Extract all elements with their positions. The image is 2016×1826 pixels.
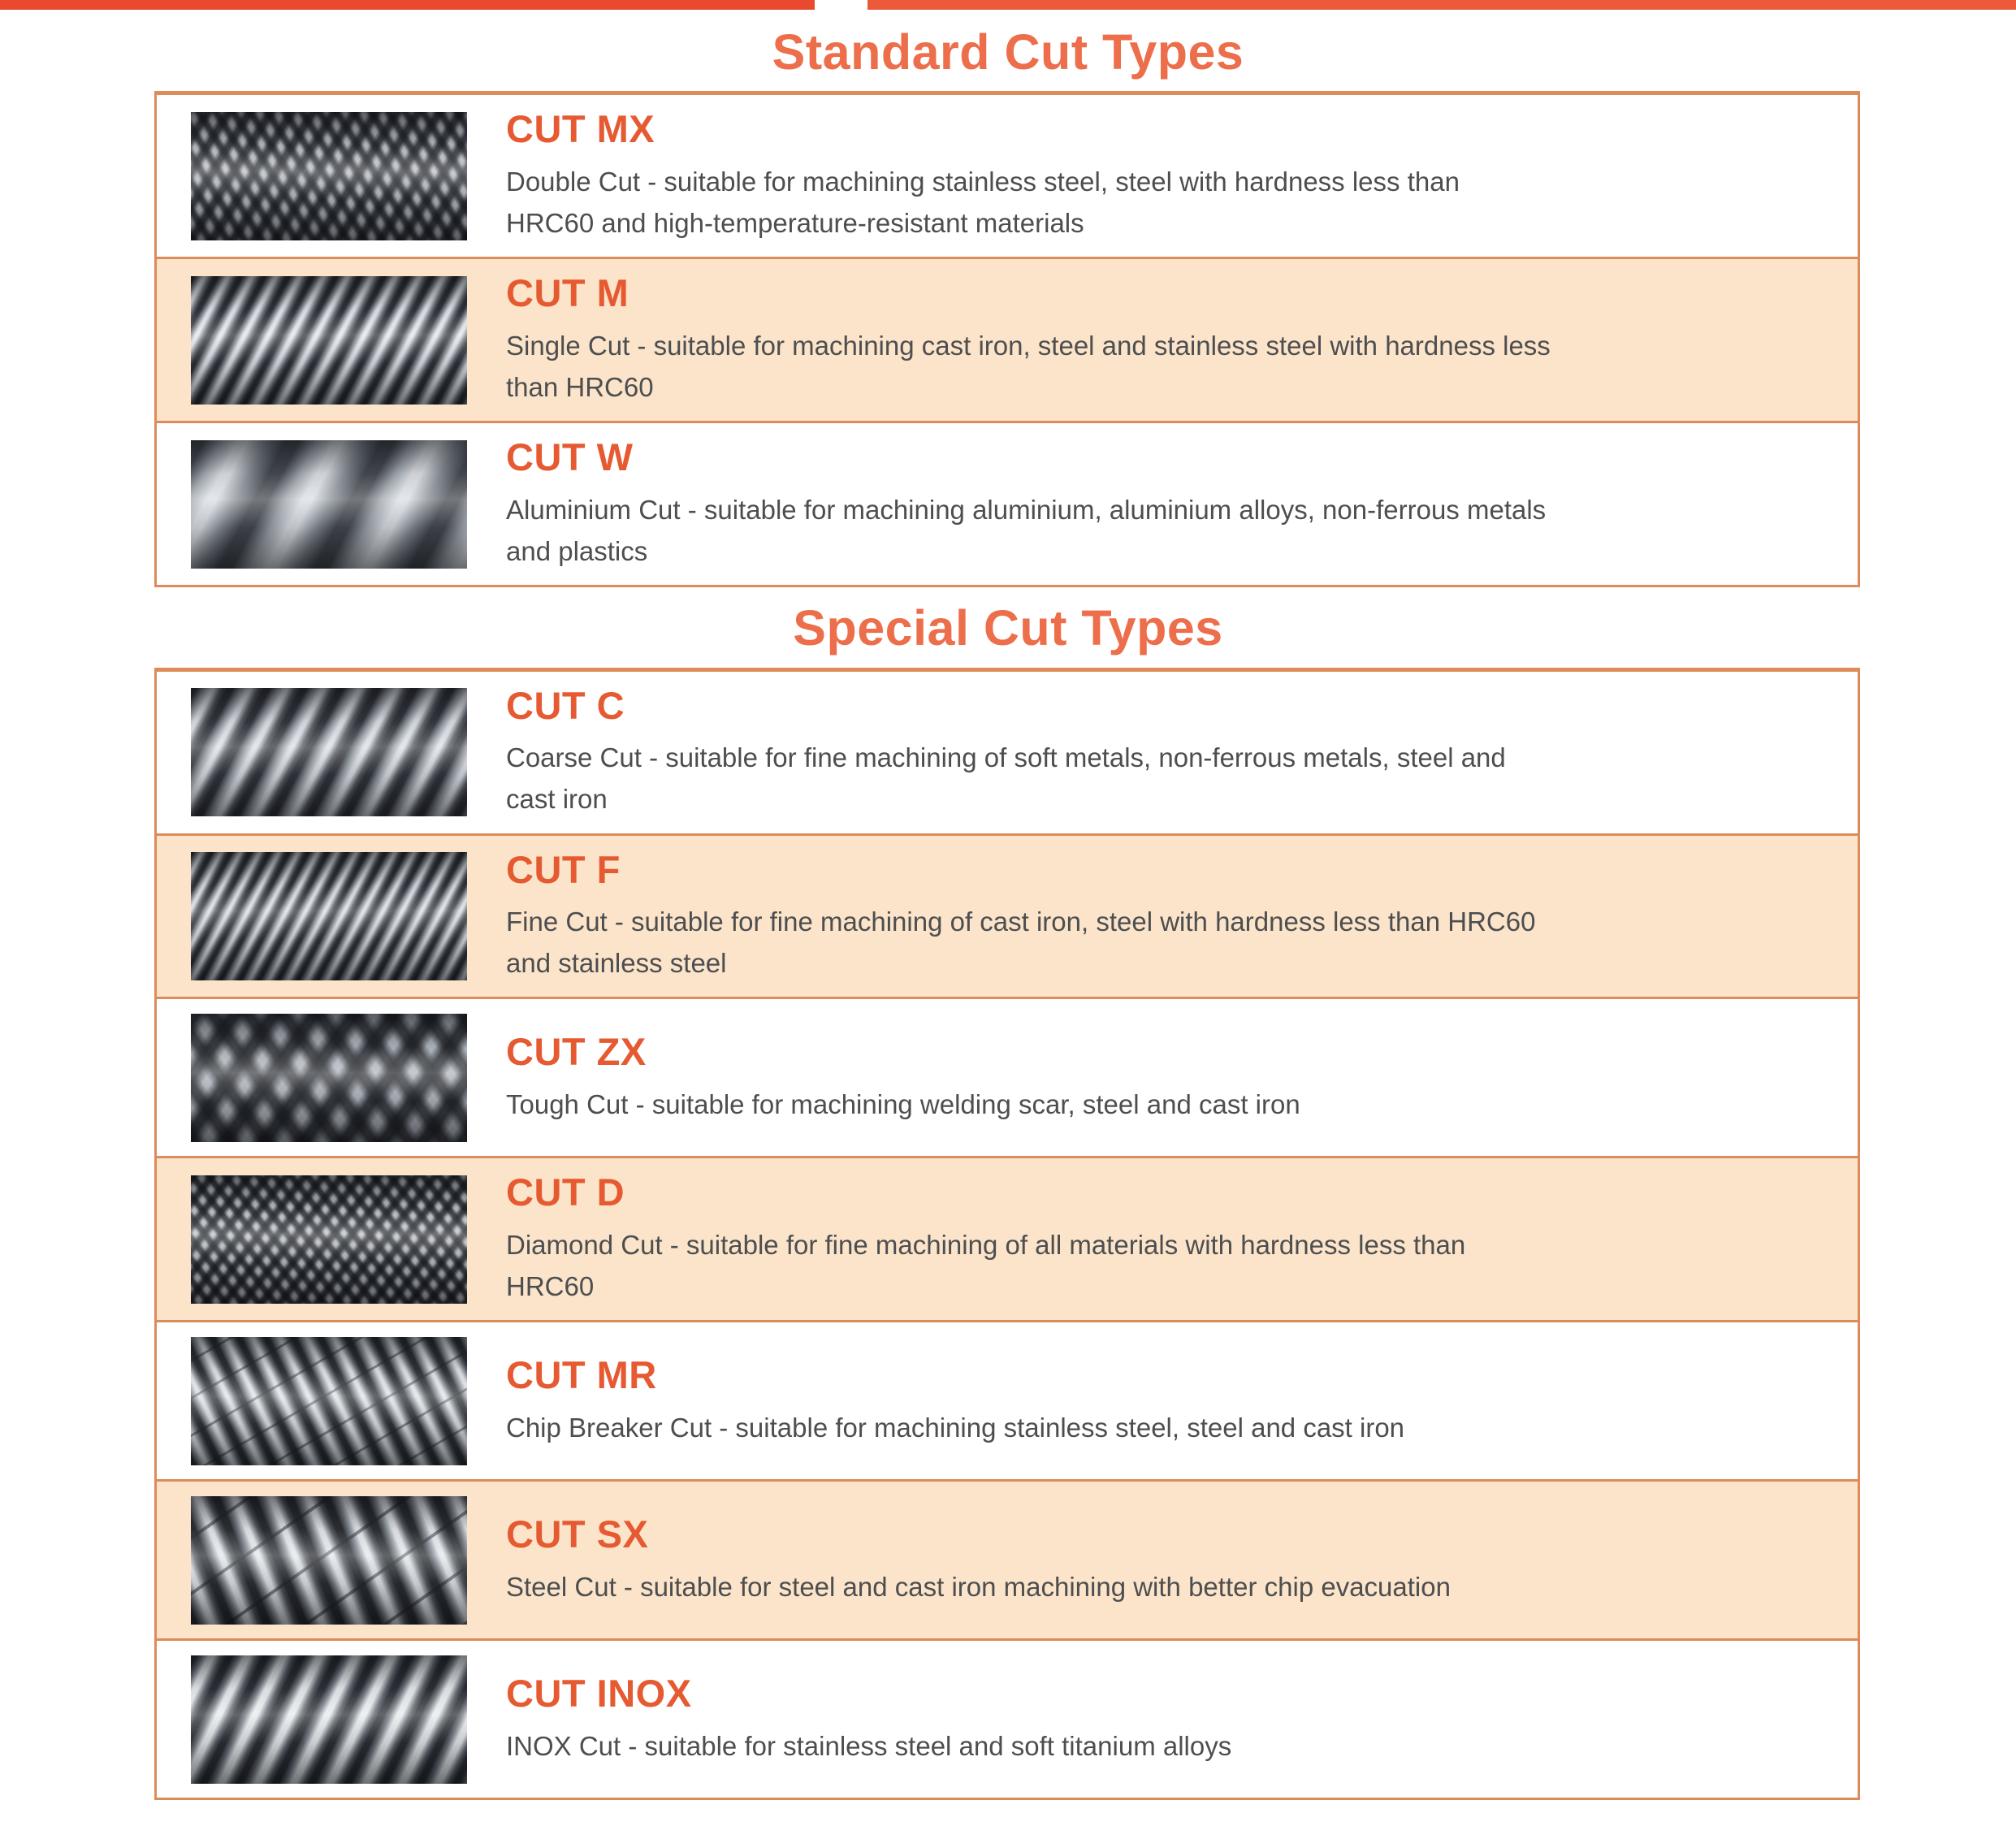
cut-types-table: CUT MX Double Cut - suitable for machini… xyxy=(154,91,1860,588)
cut-texture-image xyxy=(191,1655,467,1784)
cut-description: Steel Cut - suitable for steel and cast … xyxy=(506,1571,1451,1602)
cut-code-label: CUT D xyxy=(506,1170,625,1214)
cut-code-label: CUT C xyxy=(506,683,625,727)
row-cut-mx: CUT MX Double Cut - suitable for machini… xyxy=(157,95,1858,257)
row-cut-w: CUT W Aluminium Cut - suitable for machi… xyxy=(157,421,1858,586)
cut-description: Aluminium Cut - suitable for machining a… xyxy=(506,494,1547,567)
cut-texture-image xyxy=(191,275,467,405)
cut-section: Special Cut Types CUT C Coarse Cut - sui… xyxy=(0,600,2016,1801)
cut-type-text: CUT F Fine Cut - suitable for fine machi… xyxy=(506,847,1554,984)
cut-texture-image xyxy=(191,111,467,240)
row-cut-sx: CUT SX Steel Cut - suitable for steel an… xyxy=(157,1479,1858,1639)
row-cut-d: CUT D Diamond Cut - suitable for fine ma… xyxy=(157,1156,1858,1321)
cut-type-text: CUT SX Steel Cut - suitable for steel an… xyxy=(506,1513,1451,1607)
cut-description: Single Cut - suitable for machining cast… xyxy=(506,330,1551,403)
cut-texture-image xyxy=(191,1013,467,1142)
cut-texture-image xyxy=(191,1495,467,1625)
cut-type-text: CUT MX Double Cut - suitable for machini… xyxy=(506,108,1554,244)
cut-code-label: CUT M xyxy=(506,271,629,315)
cut-type-text: CUT M Single Cut - suitable for machinin… xyxy=(506,272,1554,408)
cut-code-label: CUT W xyxy=(506,435,634,479)
cut-code-label: CUT INOX xyxy=(506,1672,692,1716)
row-cut-m: CUT M Single Cut - suitable for machinin… xyxy=(157,257,1858,422)
section-title: Special Cut Types xyxy=(793,600,1223,656)
cut-code-label: CUT F xyxy=(506,847,621,891)
cut-texture-image xyxy=(191,851,467,980)
top-accent-bar xyxy=(0,0,2016,10)
cut-code-label: CUT MR xyxy=(506,1353,657,1397)
row-cut-inox: CUT INOX INOX Cut - suitable for stainle… xyxy=(157,1638,1858,1798)
cut-description: Coarse Cut - suitable for fine machining… xyxy=(506,742,1506,815)
cut-description: INOX Cut - suitable for stainless steel … xyxy=(506,1730,1232,1761)
cut-code-label: CUT MX xyxy=(506,107,655,151)
cut-type-text: CUT INOX INOX Cut - suitable for stainle… xyxy=(506,1672,1231,1767)
cut-description: Diamond Cut - suitable for fine machinin… xyxy=(506,1230,1466,1302)
section-title: Standard Cut Types xyxy=(772,24,1244,80)
row-cut-f: CUT F Fine Cut - suitable for fine machi… xyxy=(157,833,1858,997)
cut-code-label: CUT SX xyxy=(506,1512,649,1556)
cut-description: Tough Cut - suitable for machining weldi… xyxy=(506,1088,1300,1119)
row-cut-zx: CUT ZX Tough Cut - suitable for machinin… xyxy=(157,997,1858,1157)
cut-texture-image xyxy=(191,1336,467,1465)
cut-texture-image xyxy=(191,1175,467,1304)
cut-type-text: CUT W Aluminium Cut - suitable for machi… xyxy=(506,436,1554,572)
cut-type-text: CUT C Coarse Cut - suitable for fine mac… xyxy=(506,683,1554,820)
cut-texture-image xyxy=(191,439,467,569)
cut-type-text: CUT D Diamond Cut - suitable for fine ma… xyxy=(506,1171,1554,1307)
cut-description: Fine Cut - suitable for fine machining o… xyxy=(506,907,1536,979)
cut-description: Chip Breaker Cut - suitable for machinin… xyxy=(506,1412,1405,1443)
cut-type-text: CUT MR Chip Breaker Cut - suitable for m… xyxy=(506,1354,1404,1448)
cut-type-text: CUT ZX Tough Cut - suitable for machinin… xyxy=(506,1031,1300,1125)
cut-types-table: CUT C Coarse Cut - suitable for fine mac… xyxy=(154,667,1860,1801)
cut-code-label: CUT ZX xyxy=(506,1030,647,1074)
cut-description: Double Cut - suitable for machining stai… xyxy=(506,167,1460,239)
row-cut-c: CUT C Coarse Cut - suitable for fine mac… xyxy=(157,671,1858,833)
cut-section: Standard Cut Types CUT MX Double Cut - s… xyxy=(0,24,2016,588)
cut-texture-image xyxy=(191,688,467,817)
row-cut-mr: CUT MR Chip Breaker Cut - suitable for m… xyxy=(157,1320,1858,1480)
